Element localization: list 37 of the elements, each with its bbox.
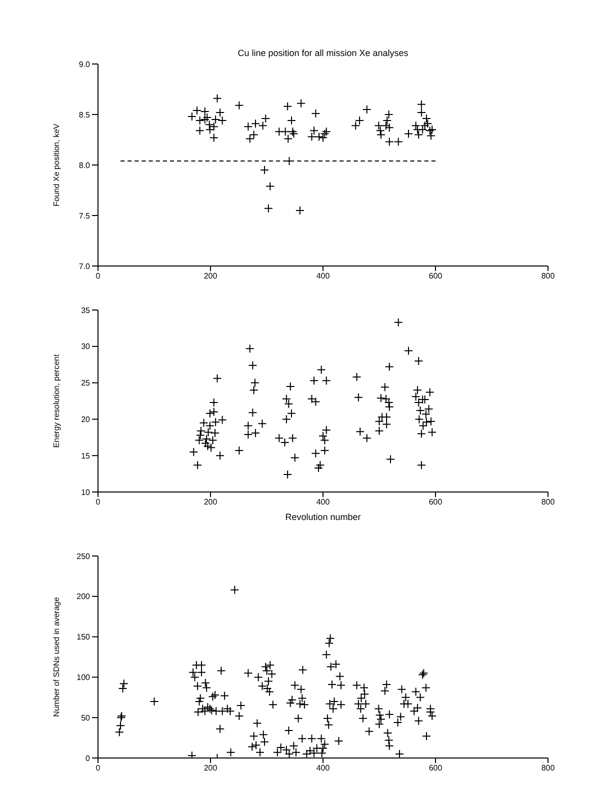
x-tick-label: 800 <box>541 764 556 773</box>
chart-title: Cu line position for all mission Xe analyses <box>236 48 410 58</box>
x-tick-label: 0 <box>96 498 101 507</box>
y-tick-label: 35 <box>81 306 91 315</box>
x-tick-label: 800 <box>541 498 556 507</box>
y-tick-label: 15 <box>81 451 91 460</box>
y-tick-label: 9.0 <box>78 60 91 69</box>
y-tick-label: 200 <box>76 592 91 602</box>
y-tick-label: 7.5 <box>78 211 91 220</box>
y-tick-label: 250 <box>76 552 91 561</box>
x-tick-label: 600 <box>428 498 443 507</box>
x-tick-label: 400 <box>316 272 330 281</box>
x-tick-label: 0 <box>96 764 101 773</box>
x-tick-label: 400 <box>316 764 330 773</box>
y-axis-title: Number of SDNs used in average <box>52 596 61 717</box>
y-tick-label: 8.5 <box>78 110 91 120</box>
x-tick-label: 400 <box>316 498 330 507</box>
x-tick-label: 200 <box>204 272 218 281</box>
y-tick-label: 10 <box>81 488 91 497</box>
x-tick-label: 600 <box>428 272 443 281</box>
x-tick-label: 800 <box>541 272 556 281</box>
y-tick-label: 8.0 <box>78 160 91 170</box>
y-axis-title: Energy resolution, percent <box>52 354 61 448</box>
y-tick-label: 150 <box>76 632 91 642</box>
y-tick-label: 30 <box>81 342 91 352</box>
y-tick-label: 50 <box>81 713 91 722</box>
x-tick-label: 0 <box>96 272 101 281</box>
y-tick-label: 20 <box>81 415 91 424</box>
y-tick-label: 0 <box>86 754 91 763</box>
y-tick-label: 7.0 <box>78 262 91 271</box>
x-tick-label: 600 <box>428 764 443 773</box>
x-tick-label: 200 <box>204 764 218 773</box>
x-axis-title: Revolution number <box>285 512 361 522</box>
x-tick-label: 200 <box>204 498 218 507</box>
y-tick-label: 100 <box>76 673 91 682</box>
y-axis-title: Found Xe position, keV <box>52 122 61 206</box>
y-tick-label: 25 <box>81 378 91 388</box>
